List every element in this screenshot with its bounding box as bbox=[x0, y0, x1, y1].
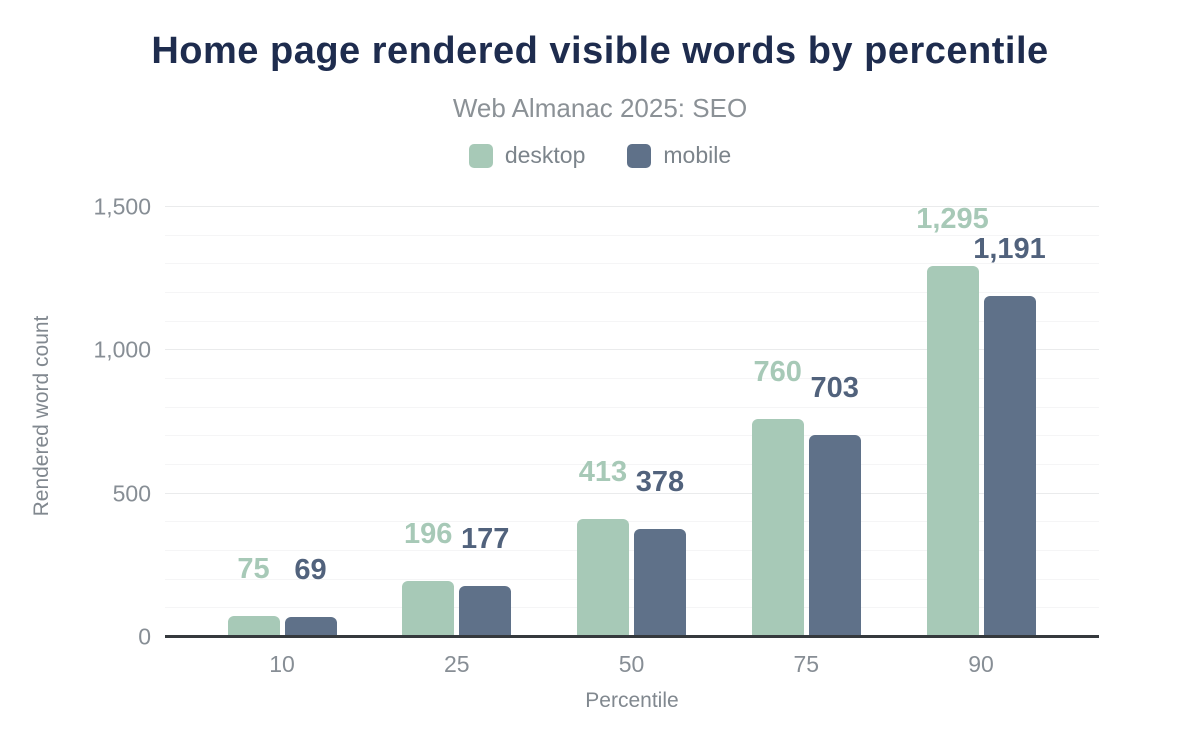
bar-desktop-p25[interactable] bbox=[402, 580, 455, 637]
y-tick-label: 0 bbox=[138, 623, 151, 650]
x-tick-label: 75 bbox=[793, 651, 820, 677]
x-tick-label: 90 bbox=[968, 651, 994, 677]
x-tick-label: 10 bbox=[269, 651, 295, 677]
minor-gridline bbox=[165, 435, 1099, 437]
x-tick-label: 25 bbox=[443, 651, 470, 677]
legend-label: desktop bbox=[504, 142, 586, 168]
x-tick-label: 50 bbox=[618, 651, 645, 677]
chart-subtitle: Web Almanac 2025: SEO bbox=[452, 93, 748, 123]
bar-value-label-mobile-p10: 69 bbox=[294, 554, 327, 587]
bar-desktop-p50[interactable] bbox=[577, 518, 629, 637]
minor-gridline bbox=[165, 378, 1099, 379]
y-axis-title: Rendered word count bbox=[30, 315, 53, 517]
legend: desktop mobile bbox=[0, 142, 1200, 169]
minor-gridline bbox=[165, 607, 1099, 609]
bar-value-label-mobile-p50: 378 bbox=[635, 465, 685, 498]
bar-value-label-desktop-p25: 196 bbox=[404, 517, 453, 550]
chart-title: Home page rendered visible words by perc… bbox=[151, 30, 1049, 72]
legend-swatch-icon bbox=[627, 143, 652, 168]
x-axis-line bbox=[165, 635, 1099, 638]
bar-desktop-p75[interactable] bbox=[751, 419, 804, 637]
bar-value-label-mobile-p90: 1,191 bbox=[973, 232, 1046, 265]
y-tick-label: 500 bbox=[112, 480, 151, 507]
minor-gridline bbox=[165, 406, 1099, 408]
bar-mobile-p90[interactable] bbox=[983, 295, 1036, 637]
legend-swatch-icon bbox=[468, 143, 493, 168]
bar-mobile-p75[interactable] bbox=[808, 435, 861, 637]
bar-value-label-desktop-p10: 75 bbox=[237, 552, 270, 585]
legend-item-desktop[interactable]: desktop bbox=[468, 142, 586, 169]
y-tick-label: 1,500 bbox=[93, 193, 151, 220]
bar-desktop-p90[interactable] bbox=[926, 265, 979, 637]
plot-area: Percentile 0 500 1,000 1,500 75 69 10 196 177 25 4… bbox=[93, 194, 1099, 712]
y-tick-label: 1,000 bbox=[93, 336, 151, 363]
minor-gridline bbox=[165, 234, 1099, 236]
bar-value-label-desktop-p90: 1,295 bbox=[916, 202, 989, 235]
bar-value-label-mobile-p75: 703 bbox=[810, 372, 859, 405]
minor-gridline bbox=[165, 550, 1099, 551]
minor-gridline bbox=[165, 263, 1099, 265]
bar-mobile-p25[interactable] bbox=[459, 586, 512, 637]
bar-desktop-p10[interactable] bbox=[227, 615, 280, 637]
minor-gridline bbox=[165, 292, 1099, 293]
legend-label: mobile bbox=[663, 142, 732, 168]
minor-gridline bbox=[165, 578, 1099, 580]
bar-value-label-desktop-p50: 413 bbox=[578, 455, 628, 488]
legend-item-mobile[interactable]: mobile bbox=[627, 142, 731, 169]
major-gridline bbox=[165, 349, 1099, 351]
bar-mobile-p50[interactable] bbox=[634, 528, 686, 637]
bar-mobile-p10[interactable] bbox=[284, 617, 337, 637]
minor-gridline bbox=[165, 521, 1099, 523]
minor-gridline bbox=[165, 320, 1099, 322]
major-gridline bbox=[165, 206, 1099, 207]
major-gridline bbox=[165, 492, 1099, 494]
bar-value-label-mobile-p25: 177 bbox=[461, 523, 510, 556]
x-axis-title: Percentile bbox=[585, 689, 679, 712]
minor-gridline bbox=[165, 464, 1099, 465]
bar-value-label-desktop-p75: 760 bbox=[753, 356, 802, 389]
